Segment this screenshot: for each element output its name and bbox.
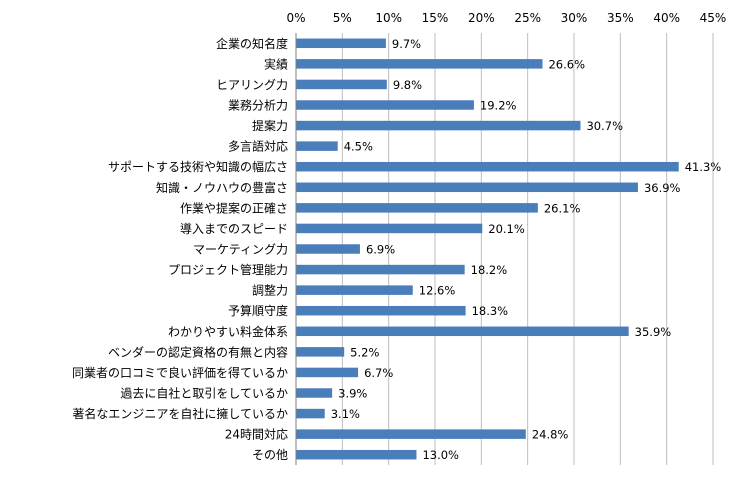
bar — [296, 408, 325, 419]
data-label: 4.5% — [344, 140, 373, 154]
data-label: 12.6% — [419, 284, 456, 298]
x-tick-label: 0% — [286, 11, 305, 25]
x-tick-label: 10% — [375, 11, 402, 25]
data-label: 26.1% — [544, 201, 581, 215]
category-label: 作業や提案の正確さ — [180, 200, 288, 215]
bar — [296, 120, 581, 131]
bar — [296, 182, 638, 193]
data-label: 20.1% — [488, 222, 525, 236]
bar — [296, 449, 417, 460]
x-tick-label: 40% — [653, 11, 680, 25]
bar — [296, 347, 345, 357]
bar — [296, 367, 359, 378]
x-axis-ticks: 0% 5% 10% 15% 20% 25% 30% 35% 40% 45% — [286, 11, 726, 25]
x-tick-label: 30% — [561, 11, 588, 25]
data-label: 18.2% — [471, 263, 508, 277]
bar — [296, 388, 333, 398]
category-label: 著名なエンジニアを自社に擁しているか — [72, 406, 288, 421]
data-label: 18.3% — [472, 304, 509, 318]
data-label: 3.9% — [338, 387, 367, 401]
category-label: 知識・ノウハウの豊富さ — [156, 180, 288, 195]
data-label: 41.3% — [685, 160, 722, 174]
bar — [296, 223, 483, 234]
bar — [296, 100, 474, 110]
category-label: ベンダーの認定資格の有無と内容 — [108, 344, 288, 359]
category-label: 導入までのスピード — [180, 222, 288, 236]
data-label: 13.0% — [422, 448, 459, 462]
data-labels: 9.7% 26.6% 9.8% 19.2% 30.7% 4.5% 41.3% 36.9% 26.… — [331, 37, 722, 462]
category-label: マーケティング力 — [193, 243, 288, 257]
data-label: 19.2% — [480, 99, 517, 113]
bar — [296, 59, 543, 69]
data-label: 6.7% — [364, 366, 393, 380]
category-label: 24時間対応 — [225, 428, 288, 442]
category-label: 実績 — [264, 56, 288, 71]
category-label: 企業の知名度 — [216, 36, 288, 51]
data-label: 3.1% — [331, 407, 360, 421]
bar — [296, 244, 360, 254]
data-label: 6.9% — [366, 243, 395, 257]
data-label: 24.8% — [532, 428, 569, 442]
bars — [296, 38, 679, 460]
data-label: 9.8% — [393, 78, 422, 92]
category-labels: 企業の知名度実績ヒアリング力業務分析力提案力多言語対応サポートする技術や知識の幅… — [72, 36, 288, 462]
data-label: 36.9% — [644, 181, 681, 195]
category-label: 多言語対応 — [228, 139, 288, 154]
x-tick-label: 25% — [514, 11, 541, 25]
data-label: 35.9% — [635, 325, 672, 339]
bar — [296, 429, 526, 439]
category-label: 過去に自社と取引をしているか — [120, 386, 288, 401]
bar — [296, 203, 538, 213]
grid-lines — [341, 33, 714, 465]
x-tick-label: 20% — [468, 11, 495, 25]
data-label: 30.7% — [586, 119, 623, 133]
category-label: 提案力 — [252, 118, 288, 133]
bar — [296, 161, 679, 172]
bar — [296, 38, 386, 49]
x-tick-label: 45% — [700, 11, 727, 25]
data-label: 9.7% — [392, 37, 421, 51]
bar — [296, 326, 629, 337]
category-label: わかりやすい料金体系 — [168, 324, 288, 339]
x-tick-label: 5% — [333, 11, 352, 25]
category-label: サポートする技術や知識の幅広さ — [108, 159, 288, 174]
category-label: ヒアリング力 — [216, 78, 288, 92]
category-label: 予算順守度 — [228, 303, 288, 318]
category-label: その他 — [252, 448, 288, 462]
data-label: 26.6% — [548, 57, 585, 71]
bar — [296, 305, 466, 316]
data-label: 5.2% — [350, 345, 379, 359]
bar — [296, 264, 465, 275]
category-label: 同業者の口コミで良い評価を得ているか — [72, 365, 288, 380]
category-label: 業務分析力 — [228, 99, 288, 113]
bar — [296, 141, 338, 151]
x-tick-label: 35% — [607, 11, 634, 25]
category-label: プロジェクト管理能力 — [168, 262, 288, 277]
bar — [296, 79, 387, 90]
x-tick-label: 15% — [422, 11, 449, 25]
bar — [296, 285, 413, 295]
category-label: 調整力 — [252, 283, 288, 298]
